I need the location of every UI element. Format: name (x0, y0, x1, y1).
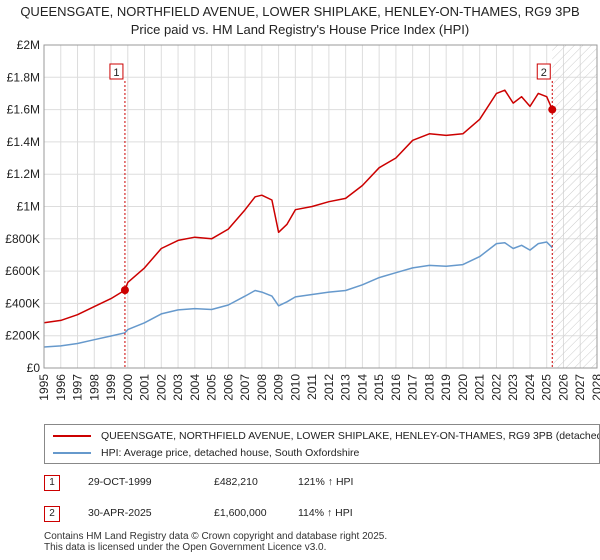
chart-title-line-1: QUEENSGATE, NORTHFIELD AVENUE, LOWER SHI… (20, 4, 580, 19)
y-tick-label: £1M (17, 200, 40, 214)
legend-label-property: QUEENSGATE, NORTHFIELD AVENUE, LOWER SHI… (101, 430, 600, 443)
x-tick-label: 2023 (506, 374, 520, 401)
x-tick-label: 2001 (138, 374, 152, 401)
transaction-hpi-change: 121% ↑ HPI (298, 476, 354, 488)
transaction-date: 29-OCT-1999 (88, 476, 152, 488)
x-tick-label: 2024 (523, 374, 537, 401)
y-tick-label: £800K (5, 232, 40, 246)
x-axis-ticks: 1995 1996 1997 1998 1999 2000 2001 2002 2003 2004… (37, 374, 600, 401)
chart-legend: QUEENSGATE, NORTHFIELD AVENUE, LOWER SHI… (44, 424, 600, 464)
x-tick-label: 1996 (54, 374, 68, 401)
sale-label: 1 (113, 67, 119, 79)
y-tick-label: £1.8M (7, 70, 40, 84)
y-tick-label: £2M (17, 38, 40, 52)
x-tick-label: 2011 (305, 374, 319, 400)
x-tick-label: 2000 (121, 374, 135, 401)
future-hatch-region (552, 45, 597, 368)
series-line-hpi (43, 241, 553, 348)
x-tick-label: 2021 (473, 374, 487, 401)
y-tick-label: £1.2M (7, 167, 40, 181)
footer-copyright: Contains HM Land Registry data © Crown c… (44, 531, 388, 542)
x-tick-label: 2020 (456, 374, 470, 401)
sale-label-box (109, 63, 124, 80)
x-tick-label: 2014 (355, 374, 369, 401)
x-tick-label: 2019 (439, 374, 453, 401)
x-tick-label: 2026 (556, 374, 570, 401)
footer-licence: This data is licensed under the Open Gov… (44, 542, 327, 553)
transaction-number: 1 (44, 475, 60, 491)
y-tick-label: £0 (27, 361, 41, 375)
x-tick-label: 2004 (188, 374, 202, 401)
x-tick-label: 2022 (489, 374, 503, 401)
transaction-hpi-change: 114% ↑ HPI (298, 507, 353, 519)
x-tick-label: 1999 (104, 374, 118, 401)
sale-label: 2 (541, 67, 547, 79)
x-tick-label: 2027 (573, 374, 587, 401)
plot-frame (43, 44, 598, 369)
x-tick-label: 2017 (406, 374, 420, 401)
transaction-price: £1,600,000 (214, 507, 267, 519)
y-axis-ticks: £0 £200K £400K £600K £800K £1M £1.2M £1.4M £1.6M… (5, 38, 40, 375)
x-tick-label: 1998 (87, 374, 101, 401)
y-tick-label: £200K (5, 329, 40, 343)
series-line-property (43, 89, 553, 324)
y-tick-label: £1.6M (7, 103, 40, 117)
x-tick-label: 2007 (238, 374, 252, 401)
x-tick-label: 2015 (372, 374, 386, 401)
transaction-number: 2 (44, 506, 60, 522)
legend-swatch-property (53, 435, 91, 438)
chart-title-line-2: Price paid vs. HM Land Registry's House … (130, 22, 470, 37)
sale-point (548, 105, 557, 114)
transaction-price: £482,210 (214, 476, 258, 488)
y-tick-label: £1.4M (7, 135, 40, 149)
price-chart: £0 £200K £400K £600K £800K £1M £1.2M £1.4M £1.6M… (5, 38, 600, 401)
x-tick-label: 2002 (154, 374, 168, 401)
x-tick-label: 1995 (37, 374, 51, 401)
x-tick-label: 2006 (221, 374, 235, 401)
x-tick-label: 2008 (255, 374, 269, 401)
chart-series (43, 89, 553, 348)
x-tick-label: 2016 (389, 374, 403, 401)
x-tick-label: 2010 (288, 374, 302, 401)
x-tick-label: 2012 (322, 374, 336, 401)
x-tick-label: 2009 (272, 374, 286, 401)
legend-item-property: QUEENSGATE, NORTHFIELD AVENUE, LOWER SHI… (53, 430, 600, 446)
legend-swatch-hpi (53, 452, 91, 455)
legend-item-hpi: HPI: Average price, detached house, Sout… (53, 447, 359, 463)
x-tick-label: 2018 (422, 374, 436, 401)
x-tick-label: 2028 (590, 374, 600, 401)
legend-label-hpi: HPI: Average price, detached house, Sout… (101, 447, 360, 460)
y-tick-label: £600K (5, 264, 40, 278)
x-tick-label: 2005 (205, 374, 219, 401)
sale-label-box (536, 63, 551, 80)
sale-point (120, 286, 129, 295)
y-tick-label: £400K (5, 296, 40, 310)
x-tick-label: 1997 (71, 374, 85, 401)
transaction-date: 30-APR-2025 (88, 507, 152, 519)
x-tick-label: 2013 (339, 374, 353, 401)
x-tick-label: 2025 (540, 374, 554, 401)
chart-grid (43, 44, 598, 369)
x-tick-label: 2003 (171, 374, 185, 401)
